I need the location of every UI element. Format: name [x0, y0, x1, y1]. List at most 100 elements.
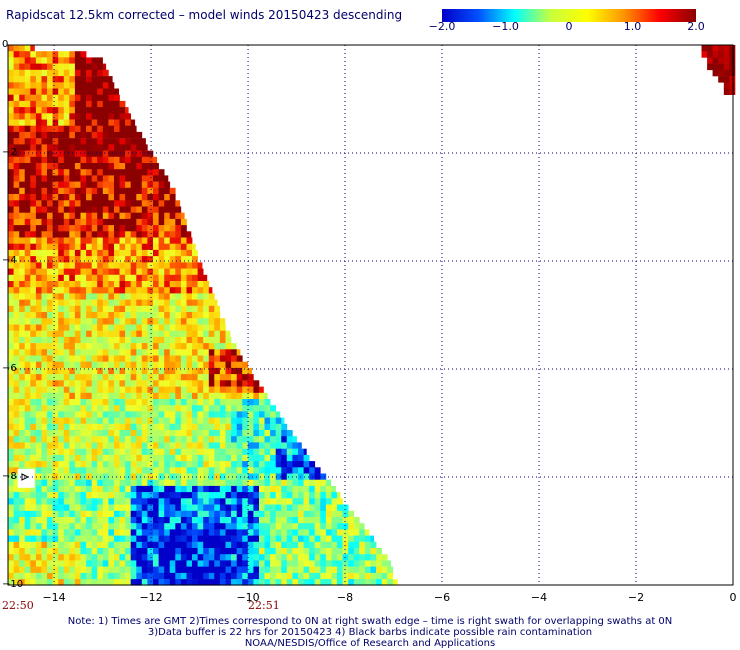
swath-cell: [197, 343, 204, 350]
swath-cell: [69, 138, 76, 145]
swath-cell: [214, 417, 221, 425]
swath-cell: [30, 560, 37, 567]
swath-cell: [86, 187, 92, 195]
swath-cell: [264, 467, 271, 474]
swath-cell: [175, 274, 182, 282]
swath-cell: [13, 144, 20, 151]
swath-cell: [231, 374, 237, 381]
swath-cell: [52, 212, 59, 220]
swath-cell: [52, 374, 59, 381]
swath-cell: [180, 560, 187, 567]
swath-cell: [30, 529, 37, 536]
swath-cell: [91, 293, 98, 300]
swath-cell: [153, 392, 159, 400]
swath-cell: [119, 436, 126, 443]
swath-cell: [86, 473, 92, 480]
swath-cell: [125, 287, 131, 294]
swath-cell: [169, 361, 176, 369]
swath-cell: [192, 293, 198, 300]
swath-cell: [214, 318, 221, 325]
swath-cell: [13, 392, 20, 400]
swath-cell: [119, 343, 126, 350]
swath-cell: [259, 498, 265, 505]
swath-cell: [231, 454, 237, 462]
swath-cell: [153, 448, 159, 456]
swath-cell: [52, 169, 59, 176]
swath-cell: [97, 535, 104, 543]
swath-cell: [108, 485, 115, 493]
swath-cell: [19, 94, 26, 102]
swath-cell: [203, 448, 210, 456]
swath-cell: [119, 156, 126, 164]
swath-cell: [197, 374, 204, 381]
swath-cell: [80, 467, 87, 474]
swath-cell: [97, 107, 104, 114]
swath-cell: [270, 436, 276, 443]
swath-cell: [270, 504, 276, 511]
swath-cell: [186, 479, 193, 487]
swath-cell: [141, 274, 148, 282]
swath-cell: [63, 523, 70, 530]
swath-cell: [30, 194, 37, 201]
swath-cell: [19, 349, 26, 356]
swath-cell: [47, 343, 53, 350]
swath-cell: [80, 461, 87, 468]
swath-cell: [236, 510, 243, 518]
swath-cell: [19, 430, 26, 437]
swath-cell: [186, 467, 193, 474]
swath-cell: [86, 411, 92, 418]
swath-cell: [80, 69, 87, 77]
swath-cell: [125, 237, 131, 244]
swath-cell: [41, 169, 48, 176]
swath-cell: [125, 392, 131, 400]
swath-cell: [63, 324, 70, 331]
swath-cell: [281, 529, 288, 536]
swath-cell: [214, 535, 221, 543]
swath-cell: [114, 163, 120, 170]
swath-cell: [348, 548, 355, 555]
swath-cell: [102, 175, 109, 182]
swath-cell: [141, 517, 148, 524]
swath-cell: [208, 479, 215, 487]
swath-cell: [119, 206, 126, 213]
swath-cell: [58, 107, 65, 114]
swath-cell: [298, 485, 304, 493]
swath-cell: [102, 305, 109, 313]
swath-cell: [86, 405, 92, 412]
swath-cell: [86, 461, 92, 468]
swath-cell: [281, 498, 288, 505]
swath-cell: [130, 541, 137, 549]
swath-cell: [69, 448, 76, 456]
swath-cell: [58, 386, 65, 394]
swath-cell: [13, 399, 20, 406]
swath-cell: [136, 256, 143, 263]
swath-cell: [125, 386, 131, 394]
swath-cell: [286, 498, 293, 505]
swath-cell: [153, 324, 159, 331]
swath-cell: [52, 100, 59, 108]
swath-cell: [102, 504, 109, 511]
swath-cell: [80, 399, 87, 406]
swath-cell: [125, 485, 131, 493]
swath-cell: [147, 243, 154, 251]
swath-cell: [97, 361, 104, 369]
swath-cell: [286, 473, 293, 480]
swath-cell: [8, 287, 14, 294]
swath-cell: [13, 312, 20, 319]
swath-cell: [125, 281, 131, 288]
swath-cell: [8, 461, 14, 468]
swath-cell: [24, 119, 31, 126]
swath-cell: [24, 343, 31, 350]
swath-cell: [125, 175, 131, 182]
swath-cell: [197, 504, 204, 511]
swath-cell: [19, 82, 26, 89]
swath-cell: [247, 529, 254, 536]
swath-cell: [370, 566, 377, 574]
swath-cell: [63, 405, 70, 412]
swath-cell: [147, 479, 154, 487]
swath-cell: [8, 467, 14, 474]
swath-cell: [114, 479, 120, 487]
swath-cell: [180, 517, 187, 524]
swath-cell: [80, 554, 87, 561]
swath-cell: [19, 206, 26, 213]
